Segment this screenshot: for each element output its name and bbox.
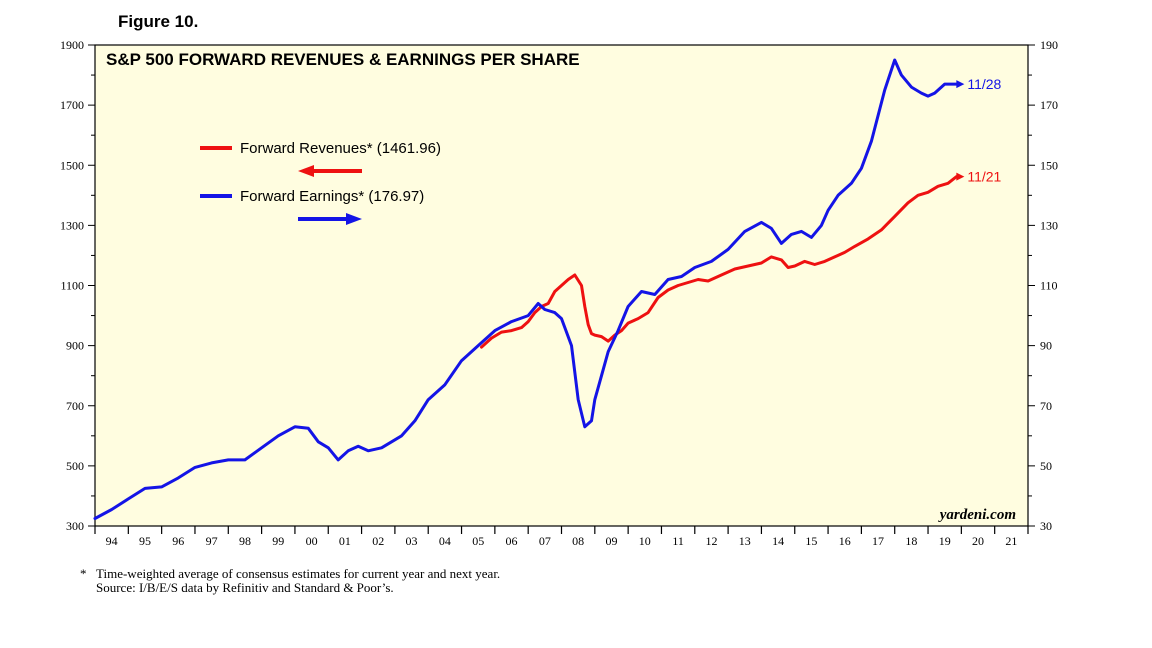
earnings-end-arrow: [956, 80, 965, 89]
x-tick-label: 15: [805, 534, 817, 548]
x-tick-label: 99: [272, 534, 284, 548]
right-tick-label: 190: [1040, 38, 1058, 52]
x-tick-label: 12: [705, 534, 717, 548]
left-tick-label: 300: [66, 519, 84, 533]
earnings-line: [93, 58, 958, 520]
chart-title: S&P 500 FORWARD REVENUES & EARNINGS PER …: [106, 50, 580, 69]
right-tick-label: 90: [1040, 339, 1052, 353]
left-tick-label: 500: [66, 459, 84, 473]
revenues-line: [480, 175, 958, 349]
x-tick-label: 20: [972, 534, 984, 548]
legend-arrowhead-revenues: [298, 165, 314, 177]
x-tick-label: 07: [539, 534, 551, 548]
left-tick-label: 900: [66, 339, 84, 353]
x-tick-label: 08: [572, 534, 584, 548]
figure-label: Figure 10.: [118, 12, 199, 31]
x-tick-label: 21: [1005, 534, 1017, 548]
legend-label-revenues: Forward Revenues* (1461.96): [240, 140, 441, 157]
x-tick-label: 98: [239, 534, 251, 548]
revenues-end-label: 11/21: [967, 169, 1001, 185]
left-tick-label: 1500: [60, 158, 84, 172]
x-tick-label: 00: [306, 534, 318, 548]
footnote-line-1: Time-weighted average of consensus estim…: [96, 566, 501, 581]
left-tick-label: 1700: [60, 98, 84, 112]
x-tick-label: 97: [206, 534, 218, 548]
right-tick-label: 150: [1040, 158, 1058, 172]
x-tick-label: 05: [472, 534, 484, 548]
right-tick-label: 110: [1040, 279, 1058, 293]
x-tick-label: 03: [406, 534, 418, 548]
legend: Forward Revenues* (1461.96) Forward Earni…: [200, 140, 441, 225]
x-tick-label: 04: [439, 534, 451, 548]
x-tick-label: 19: [939, 534, 951, 548]
x-tick-label: 14: [772, 534, 784, 548]
right-tick-label: 170: [1040, 98, 1058, 112]
x-tick-label: 17: [872, 534, 884, 548]
right-tick-label: 130: [1040, 218, 1058, 232]
series-layer: 11/21 11/28: [93, 58, 1002, 520]
right-tick-label: 50: [1040, 459, 1052, 473]
x-tick-label: 06: [506, 534, 518, 548]
earnings-end-label: 11/28: [967, 76, 1001, 92]
right-axis: 30 50 70 90 110 130 150 170 190: [1028, 38, 1058, 533]
x-tick-label: 02: [372, 534, 384, 548]
x-tick-label: 13: [739, 534, 751, 548]
right-tick-label: 70: [1040, 399, 1052, 413]
footnote: * Time-weighted average of consensus esti…: [80, 567, 500, 595]
legend-arrowhead-earnings: [346, 213, 362, 225]
x-tick-label: 18: [905, 534, 917, 548]
x-tick-label: 96: [172, 534, 184, 548]
left-tick-label: 1100: [60, 279, 84, 293]
legend-label-earnings: Forward Earnings* (176.97): [240, 188, 424, 205]
x-tick-label: 94: [106, 534, 118, 548]
x-tick-label: 11: [672, 534, 684, 548]
x-tick-label: 01: [339, 534, 351, 548]
footnote-line-2: Source: I/B/E/S data by Refinitiv and St…: [96, 580, 394, 595]
left-tick-label: 1900: [60, 38, 84, 52]
x-tick-label: 09: [605, 534, 617, 548]
source-credit: yardeni.com: [938, 507, 1016, 523]
x-tick-label: 95: [139, 534, 151, 548]
x-tick-label: 10: [639, 534, 651, 548]
left-tick-label: 700: [66, 399, 84, 413]
revenues-end-arrow: [956, 172, 965, 181]
left-tick-label: 1300: [60, 218, 84, 232]
right-tick-label: 30: [1040, 519, 1052, 533]
footnote-marker: *: [80, 566, 87, 581]
x-axis: 94 95 96 97 98 99 00 01 02 03 04 05 06 07 08 09 10 11 12 13…: [94, 526, 1029, 548]
left-axis: 300 500 700 900 1100 1300 1500 1700 1900: [60, 38, 95, 533]
x-tick-label: 16: [839, 534, 851, 548]
